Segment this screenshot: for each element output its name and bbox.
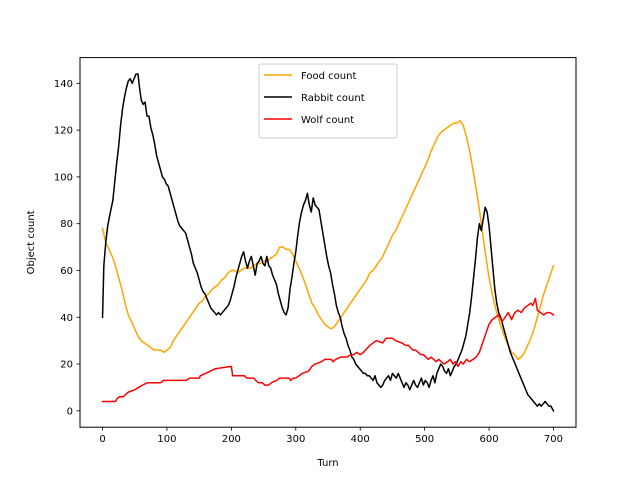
legend-box — [258, 63, 398, 139]
x-tick-label: 500 — [415, 434, 434, 445]
x-tick-label: 0 — [99, 434, 105, 445]
legend-label-rabbit-count: Rabbit count — [301, 93, 365, 104]
series-line-food-count — [101, 120, 555, 361]
x-tick-label: 700 — [544, 434, 563, 445]
y-axis: 0 20 40 60 80 100 120 140 — [54, 79, 80, 417]
y-tick-label: 20 — [60, 360, 73, 371]
legend-label-wolf-count: Wolf count — [301, 115, 354, 126]
y-tick-label: 140 — [54, 79, 73, 90]
y-tick-label: 40 — [60, 313, 73, 324]
x-axis-label: Turn — [316, 458, 338, 469]
y-tick-label: 60 — [60, 266, 73, 277]
series-line-rabbit-count — [101, 73, 555, 412]
y-axis-label: Object count — [26, 210, 37, 274]
x-axis: 0 100 200 300 400 500 600 700 — [99, 427, 563, 445]
x-tick-label: 300 — [286, 434, 305, 445]
plot-lines — [101, 73, 555, 412]
y-tick-label: 0 — [67, 406, 73, 417]
y-tick-label: 80 — [60, 219, 73, 230]
y-tick-label: 120 — [54, 126, 73, 137]
x-tick-label: 600 — [479, 434, 498, 445]
y-tick-label: 100 — [54, 172, 73, 183]
series-line-wolf-count — [101, 297, 555, 403]
x-tick-label: 100 — [157, 434, 176, 445]
x-tick-label: 200 — [222, 434, 241, 445]
legend: Food count Rabbit count Wolf count — [258, 63, 398, 139]
x-tick-label: 400 — [351, 434, 370, 445]
plot-frame — [79, 57, 577, 428]
legend-label-food-count: Food count — [301, 71, 356, 82]
